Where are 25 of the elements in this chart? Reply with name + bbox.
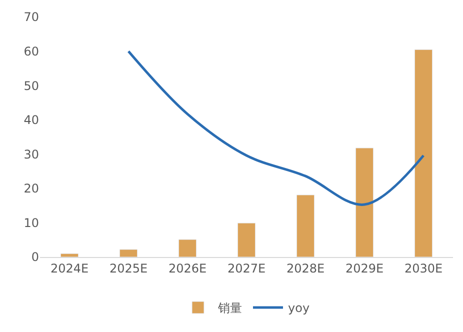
x-tick-label: 2030E	[404, 261, 443, 276]
y-tick-label: 0	[31, 250, 39, 264]
bar	[60, 253, 79, 257]
y-tick-label: 50	[24, 78, 39, 93]
x-tick-label: 2025E	[109, 261, 148, 276]
x-tick-label: 2029E	[345, 261, 384, 276]
y-tick-label: 60	[24, 44, 39, 58]
bar	[178, 239, 197, 257]
bar	[355, 148, 374, 257]
x-tick-label: 2028E	[286, 261, 325, 276]
x-tick-label: 2027E	[227, 261, 266, 276]
legend-label: 销量	[217, 301, 242, 316]
y-tick-label: 70	[24, 10, 39, 24]
bar	[119, 249, 138, 257]
bar	[237, 222, 256, 257]
x-tick-label: 2024E	[50, 261, 89, 276]
bar	[296, 194, 315, 257]
y-tick-label: 20	[24, 182, 39, 196]
y-tick-label: 10	[24, 216, 39, 230]
y-tick-label: 40	[24, 113, 39, 128]
bar	[414, 49, 433, 257]
y-tick-label: 30	[24, 147, 39, 162]
line-series	[127, 50, 425, 206]
x-tick-label: 2026E	[168, 261, 207, 276]
legend-label: yoy	[288, 301, 310, 316]
